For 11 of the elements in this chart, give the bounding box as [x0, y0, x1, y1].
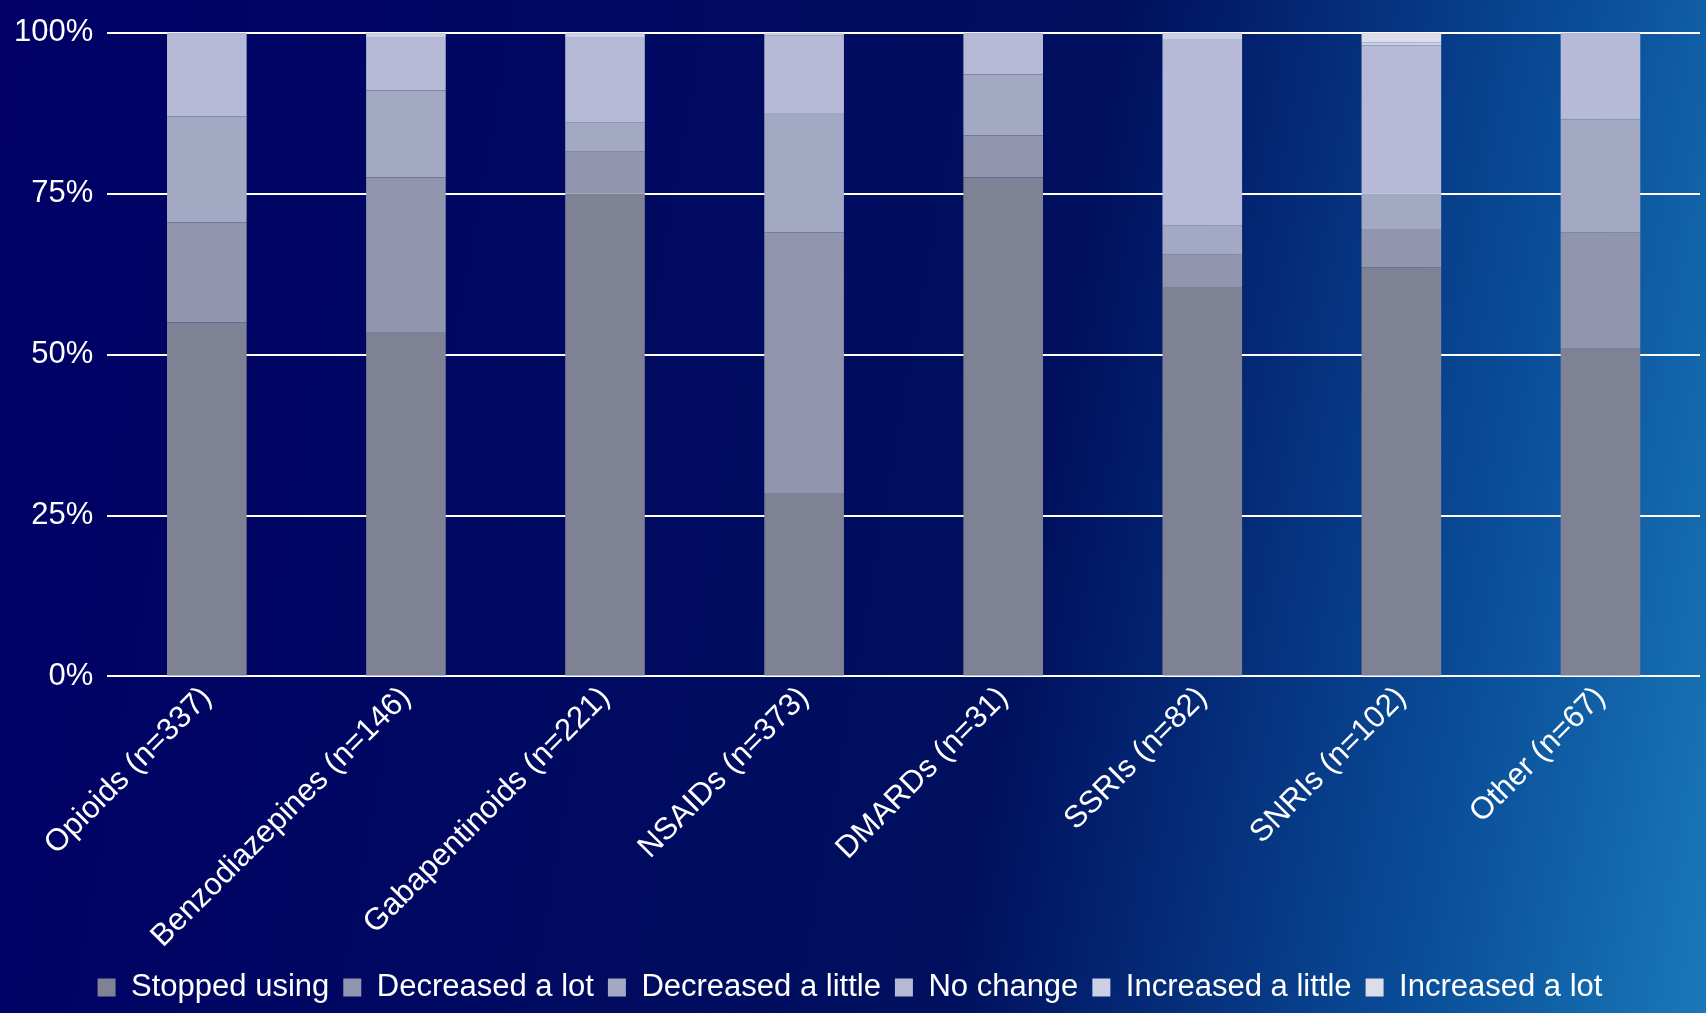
y-tick-label: 75% — [31, 174, 94, 210]
legend-label: Stopped using — [131, 968, 330, 1004]
legend-label: Increased a lot — [1399, 968, 1603, 1004]
legend-label: No change — [928, 968, 1079, 1004]
y-tick-label: 0% — [48, 657, 94, 693]
legend-label: Increased a little — [1125, 968, 1352, 1004]
legend-label: Decreased a little — [641, 968, 881, 1004]
y-tick-label: 25% — [31, 496, 94, 532]
y-tick-label: 50% — [31, 335, 94, 371]
y-tick-label: 100% — [13, 13, 94, 49]
legend-label: Decreased a lot — [376, 968, 595, 1004]
